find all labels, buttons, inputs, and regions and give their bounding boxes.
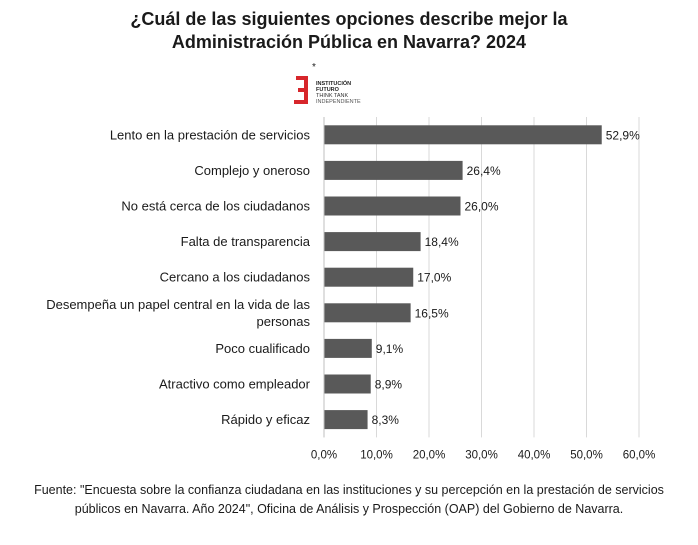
category-label: Atractivo como empleador — [159, 377, 311, 392]
category-label: Poco cualificado — [215, 341, 310, 356]
bar-value-label: 8,9% — [375, 378, 403, 392]
bar — [324, 303, 411, 323]
x-tick-label: 0,0% — [311, 449, 337, 461]
chart-title: ¿Cuál de las siguientes opciones describ… — [0, 8, 698, 54]
bar-value-label: 8,3% — [372, 413, 400, 427]
category-label: Cercano a los ciudadanos — [160, 270, 311, 285]
bar-value-label: 26,4% — [467, 164, 501, 178]
category-label: Complejo y oneroso — [194, 163, 310, 178]
chart-title-line2: Administración Pública en Navarra? 2024 — [171, 32, 527, 52]
bar-value-label: 18,4% — [425, 235, 459, 249]
x-tick-label: 20,0% — [413, 449, 446, 461]
bar-value-label: 17,0% — [417, 271, 451, 285]
source-note: Fuente: "Encuesta sobre la confianza ciu… — [34, 483, 664, 516]
category-label: No está cerca de los ciudadanos — [121, 199, 310, 214]
logo-mark-icon — [294, 76, 308, 104]
x-tick-label: 10,0% — [360, 449, 393, 461]
bar — [324, 267, 414, 287]
chart-title-line1: ¿Cuál de las siguientes opciones describ… — [130, 9, 568, 29]
category-label: Desempeña un papel central en la vida de… — [46, 297, 310, 312]
bar — [324, 410, 368, 430]
bar — [324, 374, 371, 394]
bar-value-label: 9,1% — [376, 342, 404, 356]
bar-value-label: 16,5% — [415, 306, 449, 320]
bar — [324, 125, 602, 145]
category-label: Falta de transparencia — [181, 234, 311, 249]
bar-value-label: 26,0% — [465, 200, 499, 214]
logo-text-line1: INSTITUCIÓN — [316, 81, 352, 87]
logo-text-line4: INDEPENDIENTE — [316, 99, 361, 105]
institucion-futuro-logo: * INSTITUCIÓN FUTURO THINK TANK INDEPEND… — [294, 62, 374, 110]
logo-text: INSTITUCIÓN FUTURO THINK TANK INDEPENDIE… — [316, 81, 361, 105]
x-tick-label: 30,0% — [465, 449, 498, 461]
x-tick-label: 50,0% — [570, 449, 603, 461]
bar — [324, 196, 461, 216]
bar — [324, 338, 372, 358]
category-label: Lento en la prestación de servicios — [110, 127, 311, 142]
category-label: personas — [257, 314, 311, 329]
logo-text-line3: THINK TANK — [316, 93, 349, 99]
category-label: Rápido y eficaz — [221, 412, 310, 427]
x-tick-label: 40,0% — [518, 449, 551, 461]
bar — [324, 160, 463, 180]
x-tick-label: 60,0% — [623, 449, 656, 461]
bar-value-label: 52,9% — [606, 128, 640, 142]
logo-text-line2: FUTURO — [316, 87, 339, 93]
bar-chart: 0,0% 10,0% 20,0% 30,0% 40,0% 50,0% 60,0% 52,9% L… — [46, 117, 656, 461]
bar — [324, 232, 421, 252]
star-icon: * — [312, 62, 316, 73]
